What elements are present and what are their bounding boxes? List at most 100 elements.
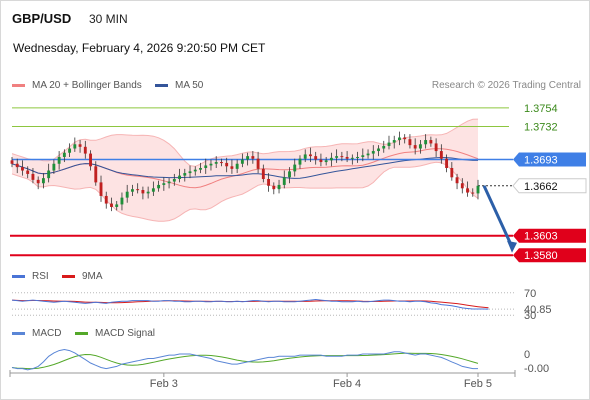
- candle-body: [293, 164, 297, 172]
- candle-body: [193, 169, 197, 172]
- candle-body: [361, 155, 365, 157]
- candle-body: [73, 144, 77, 149]
- candle-body: [246, 156, 250, 160]
- candle-body: [10, 160, 14, 164]
- candle-body: [424, 140, 428, 145]
- time-tick-label: Feb 5: [464, 378, 492, 390]
- legend-macd-label: MACD: [32, 328, 62, 339]
- rsi-line: [11, 298, 489, 310]
- candle-body: [89, 153, 92, 167]
- candle-body: [146, 191, 150, 194]
- candle-body: [21, 167, 24, 171]
- legend-macd-signal: MACD Signal: [75, 328, 155, 339]
- candle-body: [52, 163, 56, 171]
- macd-zero-label: 0: [524, 349, 530, 361]
- candle-body: [282, 177, 286, 185]
- candle-body: [183, 173, 187, 176]
- candle-body: [455, 177, 459, 184]
- candle-body: [251, 156, 255, 159]
- legend-macd-signal-label: MACD Signal: [95, 328, 156, 339]
- macd-signal-line: [11, 352, 479, 370]
- candle-body: [57, 156, 61, 164]
- candle-body: [110, 203, 113, 207]
- candle-body: [324, 160, 328, 163]
- candle-body: [141, 190, 145, 194]
- candle-body: [476, 185, 480, 194]
- candle-body: [277, 184, 281, 190]
- candle-body: [219, 162, 223, 164]
- candle-body: [398, 137, 401, 141]
- candle-body: [382, 145, 386, 149]
- candle-body: [429, 140, 433, 144]
- candle-body: [230, 166, 234, 169]
- candle-body: [445, 158, 449, 168]
- datetime-label: Wednesday, February 4, 2026 9:20:50 PM C…: [13, 41, 266, 55]
- candle-body: [172, 179, 176, 182]
- candle-body: [434, 143, 438, 152]
- candle-body: [199, 167, 202, 170]
- candle-body: [78, 144, 82, 147]
- legend-bollinger-label: MA 20 + Bollinger Bands: [32, 80, 142, 91]
- candle-body: [178, 175, 181, 179]
- bollinger-band-fill: [12, 119, 478, 222]
- forecast-arrow-icon: [482, 185, 514, 248]
- candle-body: [371, 151, 375, 154]
- candle-body: [418, 144, 422, 149]
- candle-body: [136, 189, 140, 191]
- macd-signal-swatch-icon: [75, 332, 88, 335]
- time-tick-label: Feb 4: [333, 378, 361, 390]
- candle-body: [99, 182, 103, 196]
- macd-value-label: -0.00: [524, 363, 549, 375]
- last-price-label: 1.3662: [524, 181, 558, 193]
- candle-body: [94, 166, 98, 183]
- candle-body: [303, 154, 307, 159]
- candle-body: [240, 159, 244, 164]
- candle-body: [288, 171, 291, 178]
- candle-body: [340, 156, 344, 158]
- candle-body: [329, 157, 333, 161]
- candle-body: [68, 148, 72, 153]
- candle-body: [41, 178, 45, 184]
- candle-body: [439, 151, 443, 159]
- candle-body: [157, 184, 161, 189]
- candle-body: [387, 142, 391, 146]
- candle-body: [204, 165, 208, 168]
- legend-ma50: MA 50: [155, 80, 203, 91]
- resistance-label: 1.3732: [524, 121, 558, 133]
- support-label: 1.3580: [524, 250, 558, 262]
- support-tag: [513, 228, 586, 243]
- candle-body: [47, 170, 51, 179]
- candle-body: [104, 195, 108, 204]
- candle-body: [26, 170, 30, 174]
- candle-body: [235, 163, 239, 169]
- macd-swatch-icon: [12, 332, 25, 335]
- candle-body: [167, 181, 171, 184]
- candle-body: [345, 156, 349, 159]
- candle-body: [460, 183, 464, 189]
- candle-body: [450, 167, 454, 178]
- resistance-label: 1.3754: [524, 103, 558, 115]
- candle-body: [335, 156, 339, 158]
- candle-body: [115, 204, 119, 207]
- candle-body: [256, 158, 260, 169]
- time-tick-label: Feb 3: [150, 378, 178, 390]
- candle-body: [466, 188, 469, 193]
- legend-rsi-label: RSI: [32, 271, 49, 282]
- candle-body: [267, 179, 271, 186]
- candle-body: [319, 159, 323, 163]
- macd-line: [11, 348, 478, 371]
- candle-body: [377, 148, 380, 152]
- legend-ma50-label: MA 50: [175, 80, 204, 91]
- candle-body: [408, 139, 412, 146]
- bollinger-swatch-icon: [12, 84, 25, 87]
- candle-body: [314, 156, 318, 160]
- candle-body: [350, 157, 354, 159]
- pivot-label: 1.3693: [524, 155, 558, 167]
- rsi-value-label: 40.85: [524, 304, 552, 316]
- candle-body: [392, 140, 396, 143]
- candle-body: [298, 158, 302, 165]
- bollinger-lower-line: [11, 161, 479, 222]
- legend-rsi: RSI: [12, 271, 49, 282]
- instrument-title: GBP/USD: [12, 11, 72, 26]
